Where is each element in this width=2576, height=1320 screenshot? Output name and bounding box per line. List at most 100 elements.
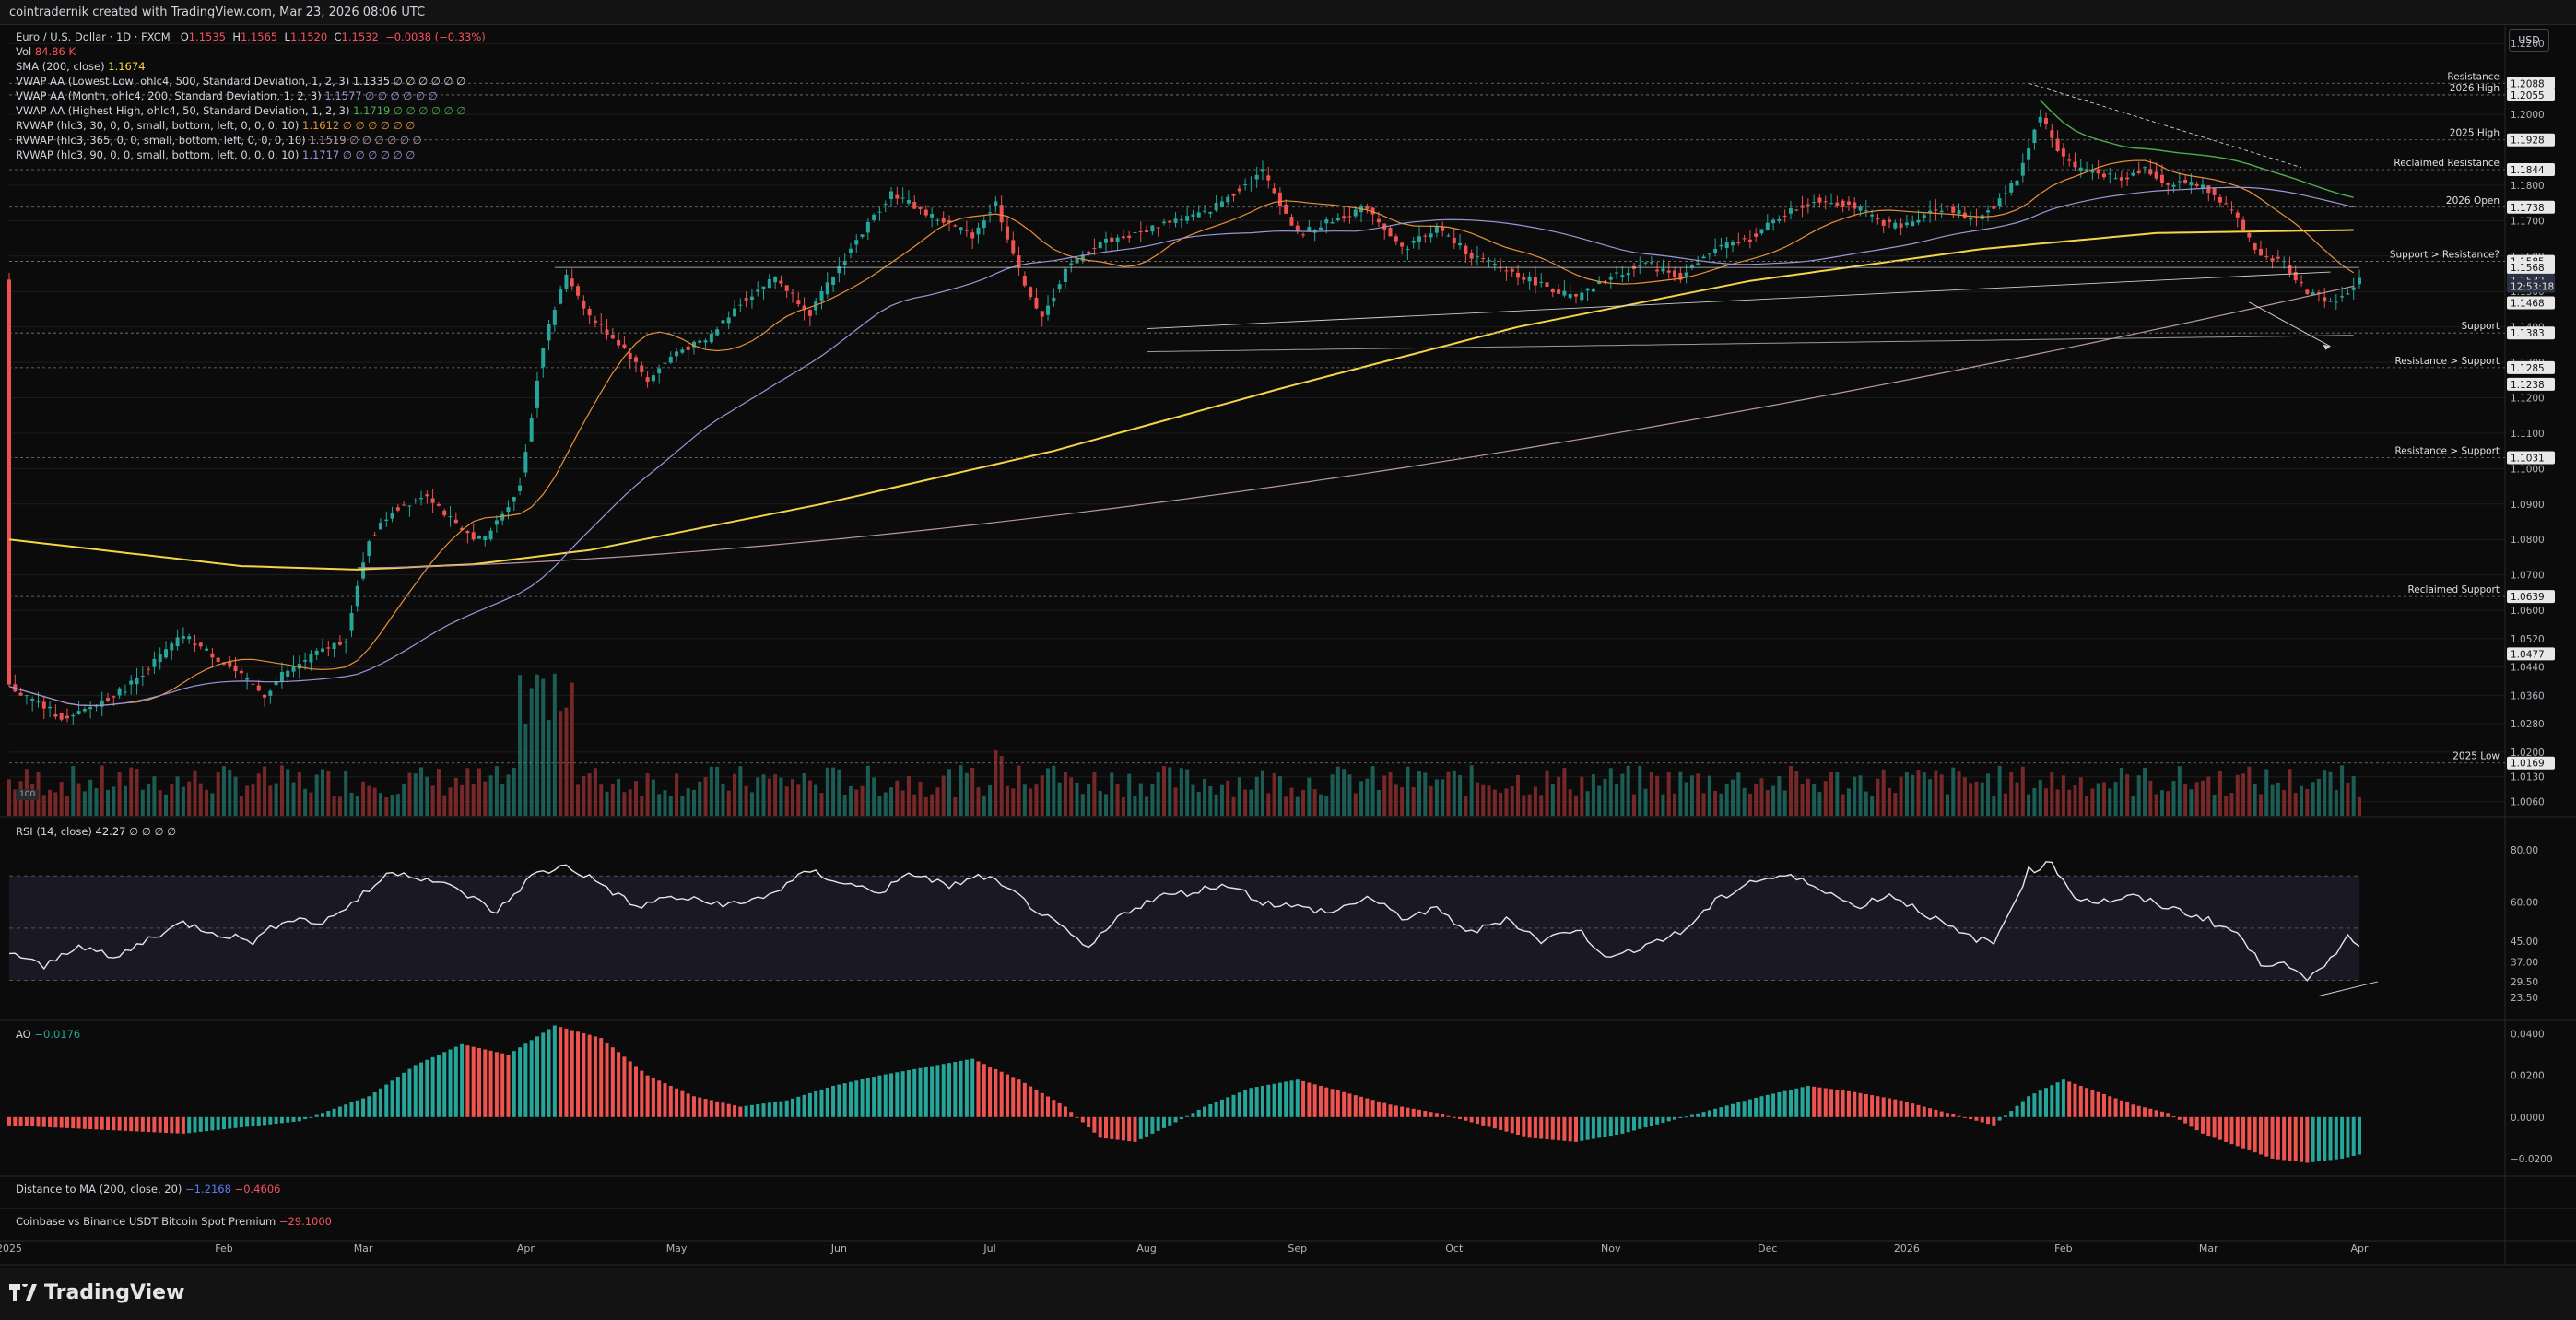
candle-body xyxy=(680,349,685,353)
legend-rvwap1-row[interactable]: RVWAP (hlc3, 30, 0, 0, small, bottom, le… xyxy=(16,118,486,133)
volume-bar xyxy=(53,792,58,816)
volume-scale-badge[interactable]: 100 xyxy=(16,789,40,800)
legend-vol-row[interactable]: Vol 84.86 K xyxy=(16,44,486,59)
ao-bar xyxy=(959,1060,963,1117)
ao-bar xyxy=(2020,1101,2025,1117)
candle-body xyxy=(756,289,760,292)
candle-body xyxy=(1324,219,1329,224)
distance-pane-label[interactable]: Distance to MA (200, close, 20) −1.2168 … xyxy=(16,1183,280,1196)
ao-bar xyxy=(994,1068,998,1117)
volume-bar xyxy=(1249,789,1253,816)
ao-bar xyxy=(1046,1096,1051,1117)
rvwap365-line xyxy=(357,285,2354,569)
volume-bar xyxy=(1516,774,1521,816)
volume-bar xyxy=(2194,782,2199,816)
ao-bar xyxy=(1446,1115,1451,1117)
ao-bar xyxy=(2108,1096,2112,1117)
volume-bar xyxy=(94,788,99,816)
candle-body xyxy=(1591,289,1595,292)
legend-vwap1-row[interactable]: VWAP AA (Lowest Low, ohlc4, 500, Standar… xyxy=(16,74,486,88)
legend-rvwap3-row[interactable]: RVWAP (hlc3, 90, 0, 0, small, bottom, le… xyxy=(16,147,486,162)
legend-vwap3-row[interactable]: VWAP AA (Highest High, ohlc4, 50, Standa… xyxy=(16,103,486,118)
candle-body xyxy=(1335,218,1340,221)
volume-bar xyxy=(814,784,818,816)
ao-bar xyxy=(1527,1116,1532,1138)
candle-body xyxy=(1388,228,1393,237)
candle-body xyxy=(82,708,87,712)
ao-bar xyxy=(41,1116,46,1127)
volume-bar xyxy=(1069,777,1074,816)
currency-button[interactable]: USD xyxy=(2509,29,2549,52)
candle-body xyxy=(326,647,331,649)
ao-bar xyxy=(2003,1115,2007,1117)
candle-body xyxy=(2159,174,2164,183)
candle-body xyxy=(535,380,539,408)
ao-pane-label[interactable]: AO −0.0176 xyxy=(16,1028,80,1041)
ao-bar xyxy=(1823,1088,1828,1117)
ao-bar xyxy=(982,1064,986,1117)
ao-bar xyxy=(1788,1090,1793,1117)
candle-body xyxy=(465,531,470,534)
candle-body xyxy=(749,296,754,300)
ao-label: AO xyxy=(16,1028,31,1041)
ao-bar xyxy=(2258,1116,2263,1155)
volume-bar xyxy=(442,795,447,816)
ao-bar xyxy=(559,1027,563,1117)
rsi-label: RSI (14, close) xyxy=(16,825,92,838)
candle-body xyxy=(872,214,876,220)
candle-body xyxy=(228,661,232,667)
ao-bar xyxy=(1145,1116,1149,1137)
rsi-pane-label[interactable]: RSI (14, close) 42.27 ∅ ∅ ∅ ∅ xyxy=(16,825,176,838)
ao-bar xyxy=(1191,1113,1195,1117)
candle-body xyxy=(512,497,516,502)
ao-bar xyxy=(1620,1116,1625,1134)
legend-rvwap2-row[interactable]: RVWAP (hlc3, 365, 0, 0, small, bottom, l… xyxy=(16,133,486,147)
candle-body xyxy=(854,240,859,245)
tradingview-logo[interactable]: TradingView xyxy=(9,1281,184,1304)
volume-bar xyxy=(2328,771,2333,816)
ao-bar xyxy=(523,1043,528,1117)
ao-bar xyxy=(1806,1085,1810,1117)
volume-bar xyxy=(2101,782,2106,816)
ao-bar xyxy=(2247,1116,2252,1150)
legend-sma-row[interactable]: SMA (200, close) 1.1674 xyxy=(16,59,486,74)
premium-value: −29.1000 xyxy=(278,1215,333,1228)
price-tick-label: 1.2200 xyxy=(2511,39,2545,50)
candle-body xyxy=(2096,169,2100,174)
candle-body xyxy=(2044,118,2048,124)
ao-bar xyxy=(2340,1116,2345,1159)
ao-bar xyxy=(274,1116,278,1125)
candle-body xyxy=(640,365,644,372)
volume-bar xyxy=(912,794,917,816)
volume-bar xyxy=(668,796,673,816)
volume-bar xyxy=(1226,780,1230,816)
volume-bar xyxy=(825,767,829,816)
candle-body xyxy=(2340,296,2345,298)
rsi-tick-label: 45.00 xyxy=(2511,937,2538,948)
ao-bar xyxy=(668,1085,673,1117)
ao-bar xyxy=(1330,1089,1335,1117)
candle-body xyxy=(1957,210,1961,214)
ao-bar xyxy=(1817,1087,1822,1117)
volume-bar xyxy=(1254,776,1259,816)
volume-bar xyxy=(709,766,713,816)
ao-bar xyxy=(1899,1100,1903,1117)
premium-pane-label[interactable]: Coinbase vs Binance USDT Bitcoin Spot Pr… xyxy=(16,1215,332,1228)
ao-bar xyxy=(1069,1112,1074,1117)
ao-bar xyxy=(1040,1092,1044,1117)
volume-bar xyxy=(733,773,737,816)
candle-body xyxy=(59,713,64,720)
rsi-arrow-line xyxy=(2318,981,2379,997)
ao-bar xyxy=(233,1116,238,1128)
ao-bar xyxy=(2113,1098,2118,1117)
legend-symbol-row[interactable]: Euro / U.S. Dollar · 1D · FXCM O1.1535 H… xyxy=(16,29,486,44)
volume-bar xyxy=(1643,788,1648,816)
ao-bar xyxy=(1631,1116,1636,1131)
volume-bar xyxy=(1510,786,1514,816)
legend-vwap2-row[interactable]: VWAP AA (Month, ohlc4, 200, Standard Dev… xyxy=(16,88,486,103)
candle-body xyxy=(1817,197,1822,203)
candle-body xyxy=(2101,173,2106,178)
ao-bar xyxy=(2217,1116,2222,1140)
ao-bar xyxy=(488,1050,493,1117)
